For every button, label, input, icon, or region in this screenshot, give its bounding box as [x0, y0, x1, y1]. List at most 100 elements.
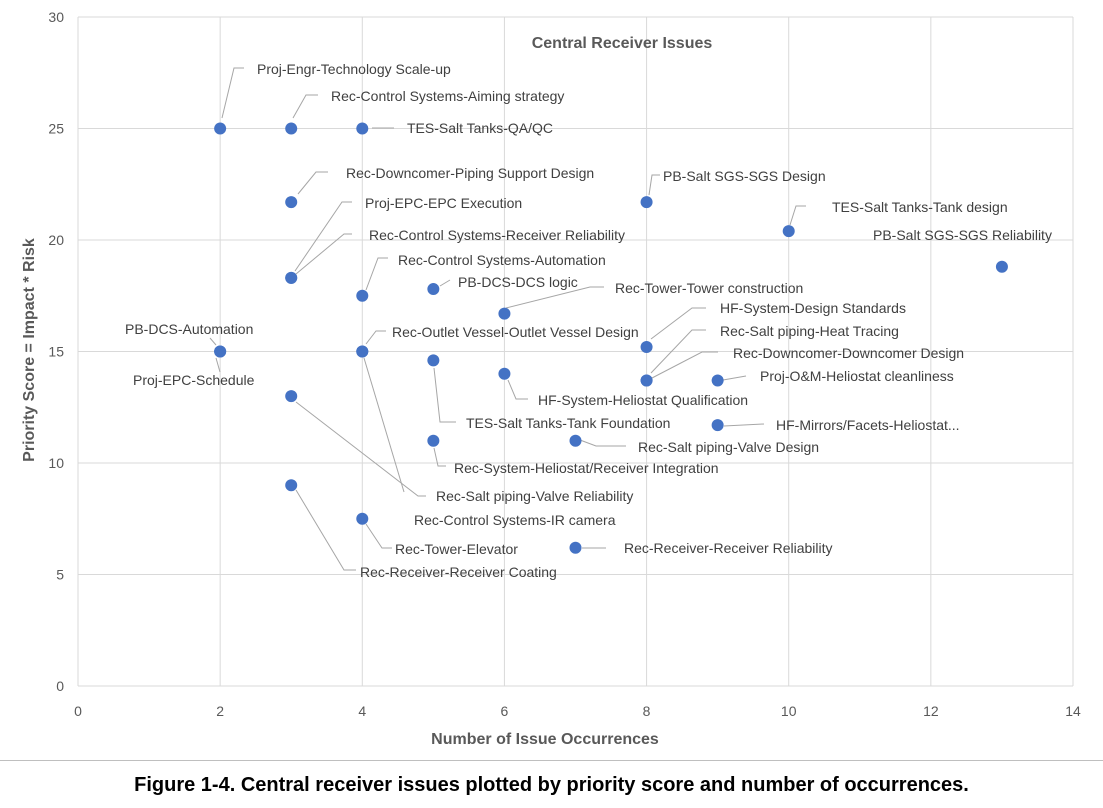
data-point [427, 354, 440, 367]
data-point [285, 390, 298, 403]
leader-line [297, 171, 328, 195]
y-tick-label: 10 [48, 455, 64, 471]
leader-line [221, 67, 244, 119]
y-tick-label: 5 [56, 567, 64, 583]
leader-line [439, 279, 451, 287]
leader-line [507, 379, 528, 400]
leader-line [723, 423, 765, 427]
leader-lines [209, 67, 806, 571]
data-point [356, 289, 369, 302]
point-label: Rec-Salt piping-Heat Tracing [720, 323, 899, 339]
data-point [640, 196, 653, 209]
x-tick-label: 4 [358, 703, 366, 719]
point-label: Rec-System-Heliostat/Receiver Integratio… [454, 460, 719, 476]
leader-line [579, 439, 626, 447]
point-label: Rec-Control Systems-Aiming strategy [331, 88, 564, 104]
data-point [427, 283, 440, 296]
point-label: HF-Mirrors/Facets-Heliostat... [776, 417, 960, 433]
data-point [356, 345, 369, 358]
y-axis-label: Priority Score = Impact * Risk [21, 238, 38, 462]
y-tick-label: 30 [48, 9, 64, 25]
point-label: HF-System-Heliostat Qualification [538, 392, 748, 408]
caption-divider [0, 760, 1103, 761]
data-point [569, 434, 582, 447]
point-label: Rec-Receiver-Receiver Reliability [624, 540, 833, 556]
point-label: Rec-Control Systems-Automation [398, 252, 606, 268]
leader-line [209, 337, 217, 346]
leader-line [295, 401, 426, 497]
leader-line [292, 94, 318, 119]
point-label: Rec-Tower-Elevator [395, 541, 518, 557]
scatter-chart: 0 2 4 6 8 10 12 14 0 5 10 15 20 25 30 Proj-Engr-Techno… [21, 9, 1081, 748]
leader-line [648, 174, 660, 196]
leader-line [433, 447, 446, 467]
leader-line [365, 257, 388, 291]
data-point [498, 367, 511, 380]
data-point [285, 271, 298, 284]
point-label: Rec-Receiver-Receiver Coating [360, 564, 557, 580]
data-point [711, 419, 724, 432]
y-tick-label: 20 [48, 232, 64, 248]
leader-line [650, 307, 706, 340]
point-label: TES-Salt Tanks-QA/QC [407, 120, 553, 136]
point-label: Rec-Outlet Vessel-Outlet Vessel Design [392, 324, 639, 340]
figure-caption: Figure 1-4. Central receiver issues plot… [134, 774, 969, 796]
data-point [995, 260, 1008, 273]
data-point [569, 541, 582, 554]
leader-line [365, 330, 386, 345]
point-label: Rec-Downcomer-Piping Support Design [346, 165, 594, 181]
x-tick-label: 14 [1065, 703, 1081, 719]
data-point [214, 345, 227, 358]
axes: 0 2 4 6 8 10 12 14 0 5 10 15 20 25 30 [48, 9, 1081, 719]
data-point [640, 374, 653, 387]
data-point [356, 512, 369, 525]
point-label: Rec-Salt piping-Valve Reliability [436, 488, 633, 504]
leader-line [722, 375, 747, 381]
x-tick-label: 0 [74, 703, 82, 719]
point-label: Rec-Control Systems-IR camera [414, 512, 616, 528]
leader-line [294, 201, 352, 272]
y-tick-label: 25 [48, 121, 64, 137]
y-tick-label: 15 [48, 344, 64, 360]
data-point [498, 307, 511, 320]
leader-line [433, 367, 456, 423]
leader-line [650, 329, 706, 374]
data-point [782, 225, 795, 238]
point-labels: Proj-Engr-Technology Scale-up Rec-Control… [125, 61, 1052, 580]
point-label: PB-Salt SGS-SGS Design [663, 168, 826, 184]
y-tick-label: 0 [56, 678, 64, 694]
leader-line [295, 233, 352, 275]
x-tick-label: 2 [216, 703, 224, 719]
point-label: Proj-O&M-Heliostat cleanliness [760, 368, 954, 384]
leader-line [215, 357, 221, 373]
data-point [711, 374, 724, 387]
x-tick-label: 8 [643, 703, 651, 719]
data-point [356, 122, 369, 135]
data-points [214, 122, 1008, 554]
point-label: TES-Salt Tanks-Tank design [832, 199, 1008, 215]
data-point [285, 122, 298, 135]
leader-line [295, 489, 356, 571]
leader-line [651, 351, 718, 379]
point-label: HF-System-Design Standards [720, 300, 906, 316]
chart-title: Central Receiver Issues [532, 35, 713, 52]
data-point [285, 196, 298, 209]
point-label: PB-Salt SGS-SGS Reliability [873, 227, 1052, 243]
leader-line [365, 523, 392, 549]
point-label: Proj-EPC-Schedule [133, 372, 255, 388]
x-tick-label: 6 [501, 703, 509, 719]
point-label: Proj-Engr-Technology Scale-up [257, 61, 451, 77]
point-label: Rec-Downcomer-Downcomer Design [733, 345, 964, 361]
point-label: Rec-Tower-Tower construction [615, 280, 803, 296]
x-axis-label: Number of Issue Occurrences [431, 731, 659, 748]
data-point [285, 479, 298, 492]
point-label: Rec-Control Systems-Receiver Reliability [369, 227, 625, 243]
leader-line [363, 357, 405, 493]
point-label: TES-Salt Tanks-Tank Foundation [466, 415, 670, 431]
leader-line [505, 286, 604, 309]
data-point [640, 341, 653, 354]
point-label: Proj-EPC-EPC Execution [365, 195, 522, 211]
point-label: PB-DCS-Automation [125, 321, 253, 337]
data-point [427, 434, 440, 447]
data-point [214, 122, 227, 135]
